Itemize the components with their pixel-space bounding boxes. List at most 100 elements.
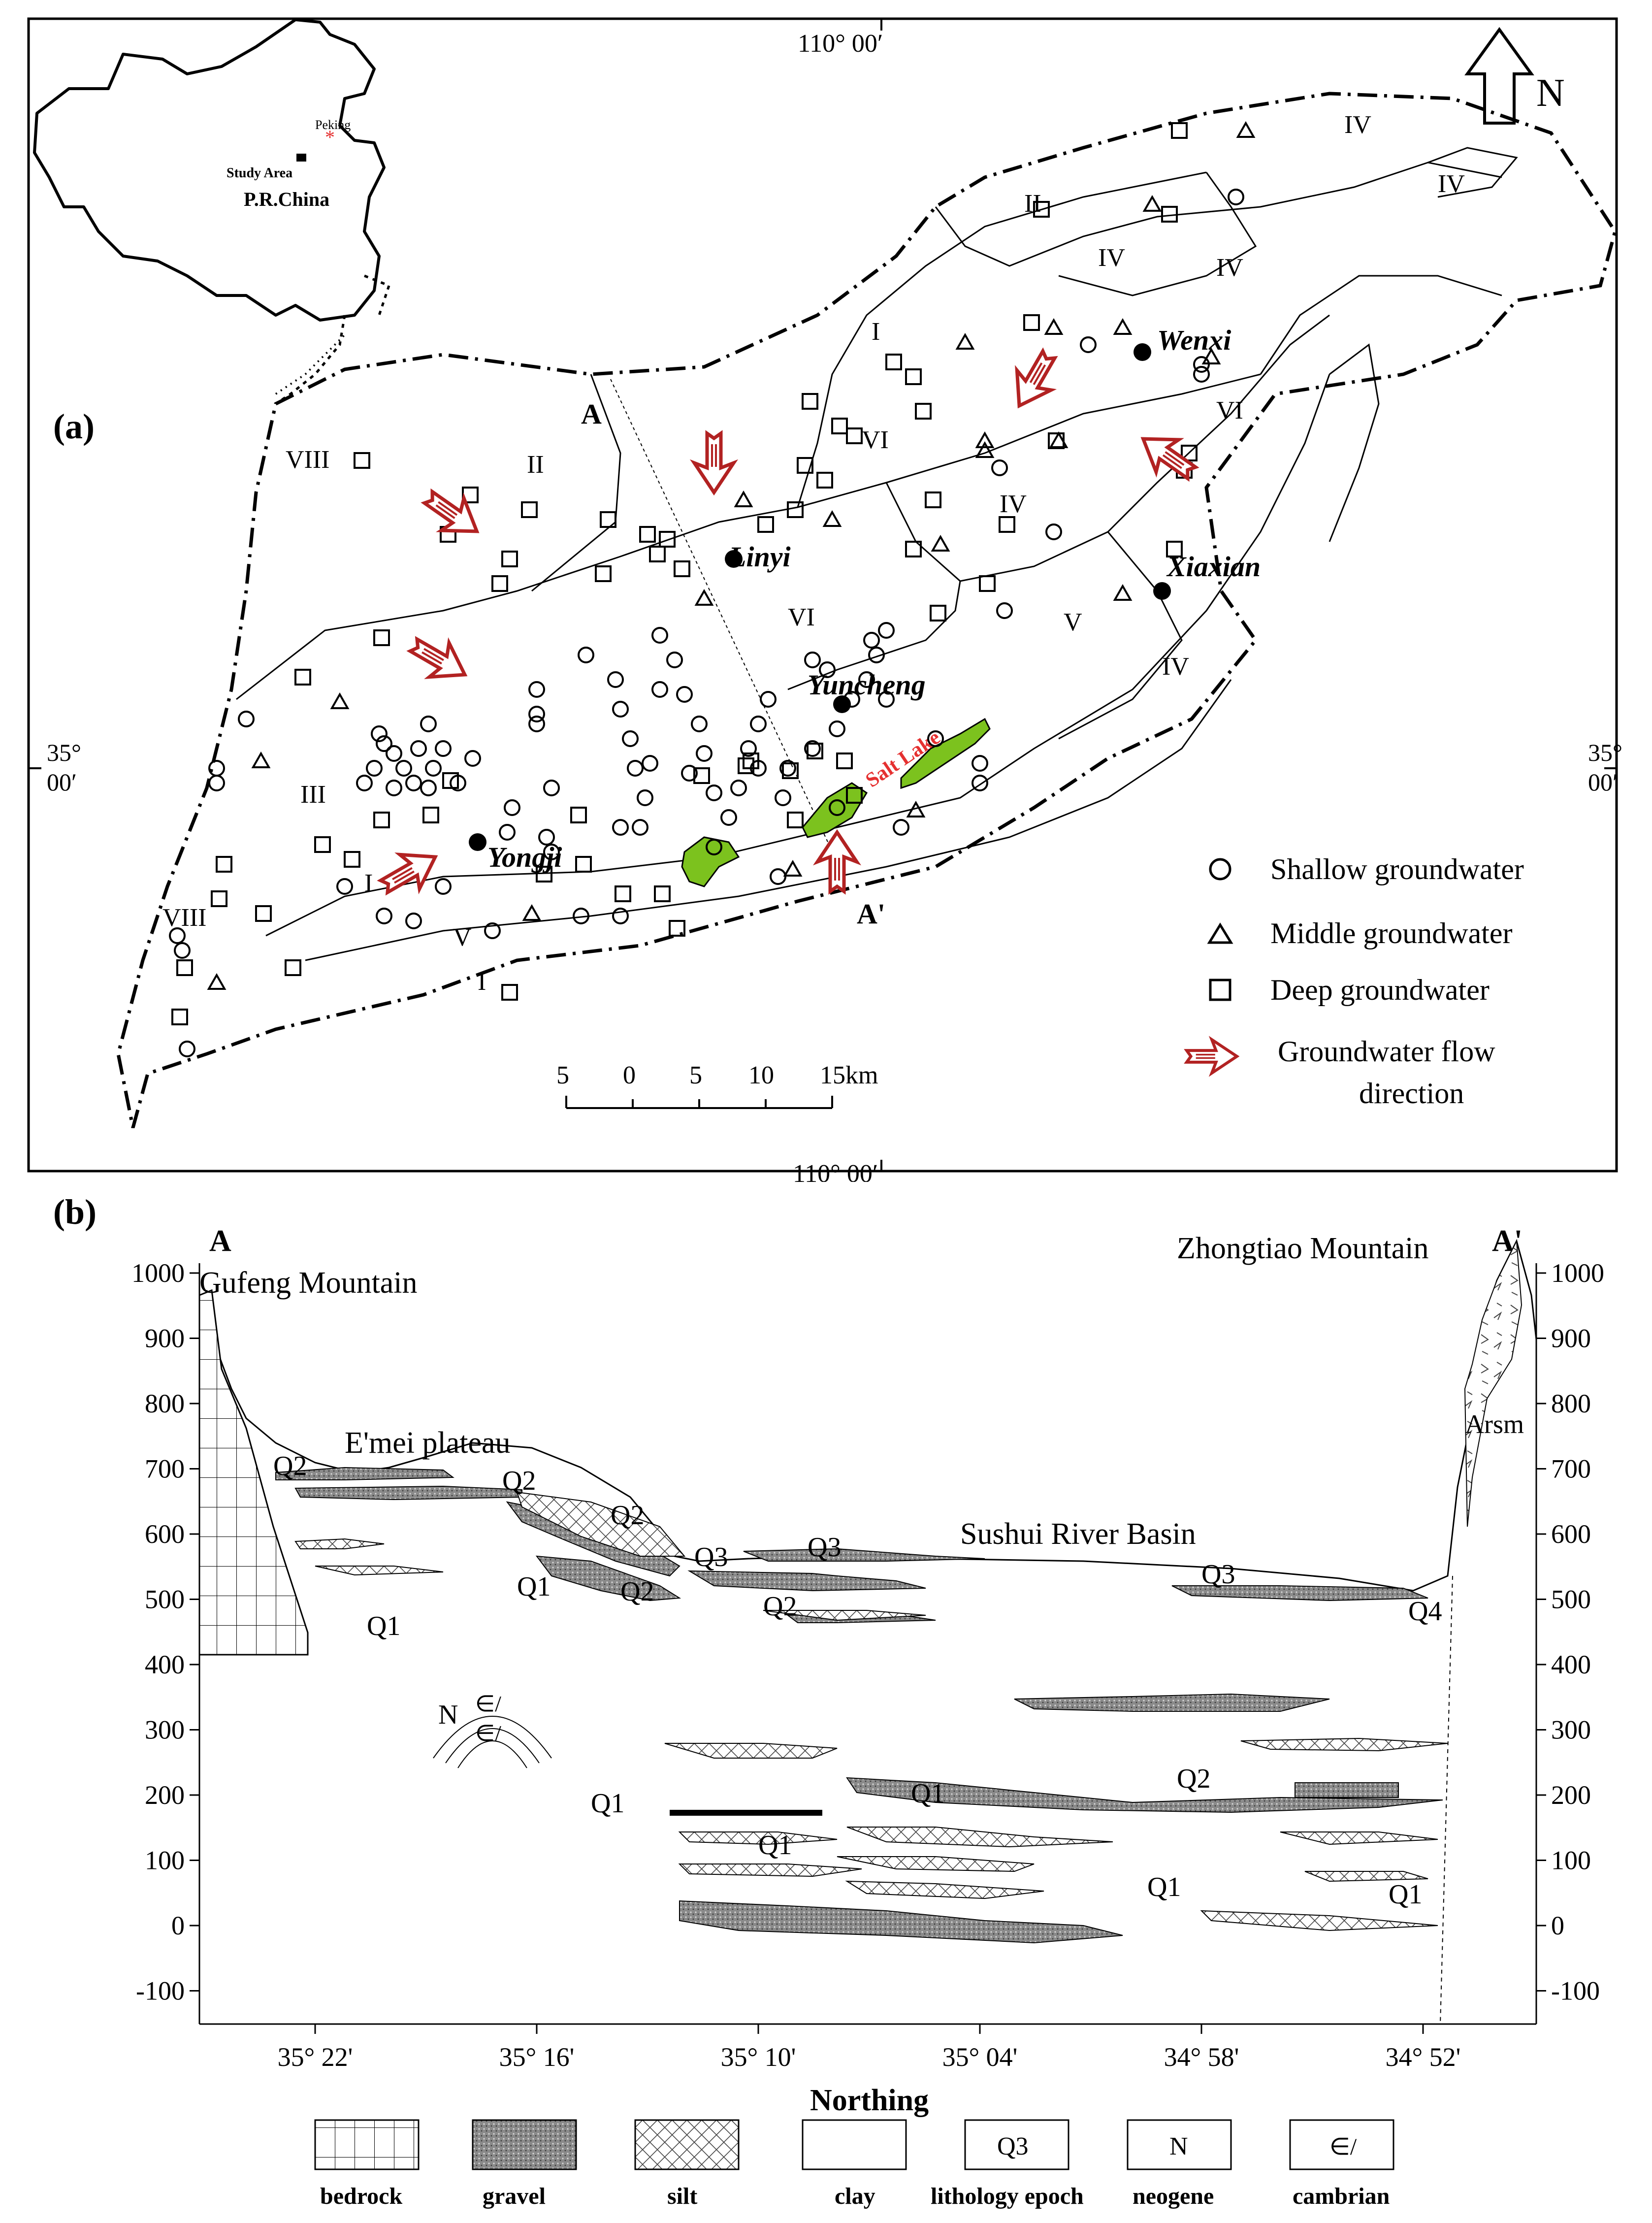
zone-label: V xyxy=(453,923,472,951)
clay-black-band xyxy=(670,1810,822,1816)
y-tick-label: 200 xyxy=(1551,1780,1591,1810)
y-tick-label: 600 xyxy=(1551,1519,1591,1549)
scale-bar: 5 0 5 10 15km xyxy=(556,1061,878,1109)
zone-label: VIII xyxy=(162,904,207,932)
inset-study-area-marker xyxy=(296,154,306,162)
legend-label: Middle groundwater xyxy=(1270,917,1513,949)
north-arrow-icon: N xyxy=(1464,27,1565,125)
zone-label: IV xyxy=(1344,111,1371,139)
panel-b-label: (b) xyxy=(53,1192,97,1232)
place-arsm: Arsm xyxy=(1465,1409,1524,1439)
place-gufeng-mountain: Gufeng Mountain xyxy=(199,1266,418,1300)
y-tick-label: 100 xyxy=(145,1846,185,1875)
gravel-lenses xyxy=(275,1467,1443,1944)
inset-study-area-label: Study Area xyxy=(227,165,292,181)
zone-label: I xyxy=(872,318,880,346)
section-legend: Q3 N ∈/ bedrock gravel silt clay litholo… xyxy=(314,2119,1394,2209)
city-label-yuncheng: Yuncheng xyxy=(808,669,926,701)
place-zhongtiao-mountain: Zhongtiao Mountain xyxy=(1177,1232,1428,1265)
unit-label: Q2 xyxy=(502,1466,536,1496)
section-end-label: A' xyxy=(857,898,885,930)
y-tick-label: 1000 xyxy=(131,1258,185,1288)
legend-label: gravel xyxy=(483,2183,546,2209)
city-label-xiaxian: Xiaxian xyxy=(1166,551,1261,583)
legend-label: cambrian xyxy=(1293,2183,1390,2209)
x-tick-label: 35° 04' xyxy=(942,2042,1018,2072)
legend-label: Deep groundwater xyxy=(1270,974,1490,1006)
legend-label: Shallow groundwater xyxy=(1270,853,1524,885)
unit-label: ∈/ xyxy=(475,1691,501,1716)
zone-label: VIII xyxy=(286,446,330,474)
zone-label: IV xyxy=(1438,170,1465,198)
middle-sites xyxy=(207,121,1256,990)
legend-cambrian-swatch xyxy=(1289,2119,1394,2170)
zone-label: IV xyxy=(1162,653,1189,681)
y-tick-label: 600 xyxy=(145,1519,185,1549)
deep-sites xyxy=(171,122,1198,1025)
legend-label: lithology epoch xyxy=(931,2183,1084,2209)
y-tick-label: 900 xyxy=(145,1324,185,1353)
legend-square-icon xyxy=(1209,979,1231,1001)
unit-label: Q1 xyxy=(911,1778,944,1809)
legend-label: direction xyxy=(1359,1077,1464,1110)
zone-boundaries xyxy=(236,147,1518,961)
legend-label: neogene xyxy=(1133,2183,1214,2209)
unit-labels: Q2 Q2 Q2 Q2 Q2 Q2 Q3 Q3 Q3 Q4 Q1 Q1 Q1 Q… xyxy=(273,1451,1442,1910)
x-axis: 35° 22' 35° 16' 35° 10' 35° 04' 34° 58' 34° 5… xyxy=(278,2024,1461,2072)
y-tick-label: 700 xyxy=(1551,1454,1591,1484)
section-b-start-label: A xyxy=(209,1224,231,1258)
city-label-linyi: Linyi xyxy=(728,541,791,573)
legend-label: Groundwater flow xyxy=(1278,1035,1495,1068)
x-axis-title: Northing xyxy=(810,2084,929,2117)
bedrock-block xyxy=(198,1289,309,1656)
silt-lenses xyxy=(294,1491,1448,1931)
top-meridian-label: 110° 00′ xyxy=(798,30,883,58)
zone-label: IV xyxy=(1098,244,1125,272)
unit-label: Q3 xyxy=(694,1542,728,1572)
legend-arrow-icon xyxy=(1187,1040,1237,1073)
left-parallel-min: 00′ xyxy=(47,768,77,796)
x-tick-label: 35° 10' xyxy=(721,2042,796,2072)
legend-gravel-swatch xyxy=(472,2119,577,2170)
unit-label: Q2 xyxy=(273,1451,307,1481)
zone-label: VI xyxy=(788,603,815,631)
y-tick-label: 800 xyxy=(1551,1389,1591,1418)
legend-clay-swatch xyxy=(802,2119,907,2170)
y-tick-label: 0 xyxy=(171,1911,185,1940)
china-inset-map: Peking * Study Area P.R.China xyxy=(33,18,391,405)
unit-label: Q2 xyxy=(611,1500,644,1531)
x-tick-label: 34° 52' xyxy=(1386,2042,1461,2072)
right-parallel-min: 00′ xyxy=(1588,768,1618,796)
y-tick-label: 1000 xyxy=(1551,1258,1604,1288)
legend-triangle-icon xyxy=(1207,922,1233,944)
y-tick-label: 500 xyxy=(1551,1585,1591,1614)
y-tick-label: -100 xyxy=(136,1976,185,2006)
city-label-yongji: Yongji xyxy=(487,841,562,873)
cross-section-panel: (b) A A' 1000 900 800 700 600 500 400 300 200 100… xyxy=(0,1182,1652,2221)
unit-label: Q1 xyxy=(1147,1872,1181,1902)
panel-a-label: (a) xyxy=(53,407,95,446)
y-tick-label: 800 xyxy=(145,1389,185,1418)
place-emei-plateau: E'mei plateau xyxy=(345,1426,511,1460)
x-tick-label: 34° 58' xyxy=(1164,2042,1239,2072)
y-tick-label: 700 xyxy=(145,1454,185,1484)
map-panel: 110° 00′ 110° 00′ 35° 00′ 35° 00′ (a) N … xyxy=(27,17,1622,1188)
scale-tick: 10 xyxy=(748,1061,774,1089)
legend-label: clay xyxy=(835,2183,875,2209)
legend-symbol: Q3 xyxy=(997,2132,1029,2160)
north-label: N xyxy=(1536,71,1565,115)
legend-epoch-swatch xyxy=(964,2119,1069,2170)
map-frame xyxy=(27,17,1618,1173)
unit-label: Q4 xyxy=(1408,1596,1442,1627)
unit-label: Q3 xyxy=(1201,1559,1235,1590)
city-markers xyxy=(469,343,1171,851)
zone-label: VI xyxy=(862,426,889,454)
zone-labels: VIII II III VIII I V I I VI VI II IV IV … xyxy=(162,111,1465,996)
y-tick-label: 400 xyxy=(145,1650,185,1679)
salt-lake xyxy=(681,718,991,887)
unit-label: Q1 xyxy=(367,1611,400,1641)
unit-label: Q2 xyxy=(763,1591,797,1622)
zone-label: I xyxy=(364,869,373,897)
inset-peking-star-icon: * xyxy=(325,126,335,148)
